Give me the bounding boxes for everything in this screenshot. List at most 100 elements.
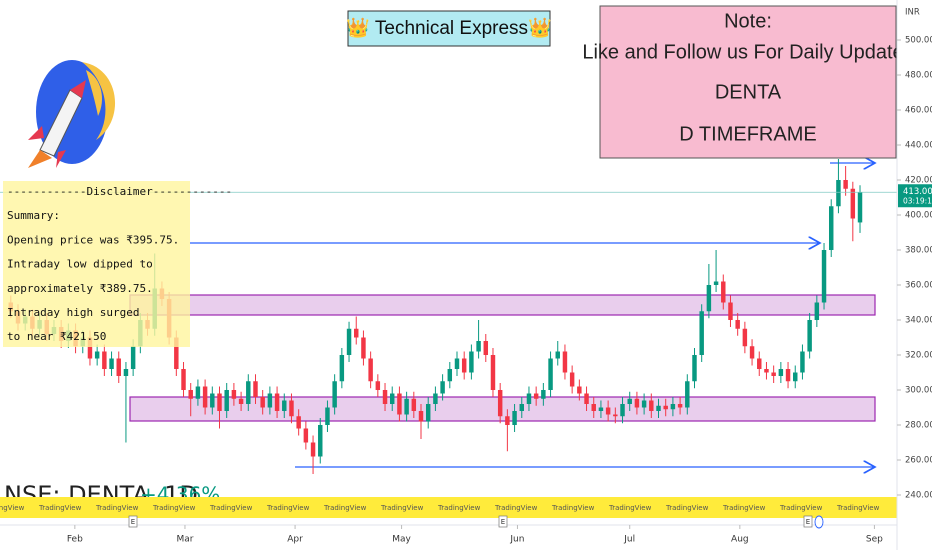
candle-body bbox=[598, 407, 604, 411]
candle-body bbox=[721, 281, 726, 303]
candle-body bbox=[447, 369, 453, 382]
candle-body bbox=[389, 393, 395, 404]
candle-body bbox=[533, 393, 539, 399]
x-tick-label: Jun bbox=[509, 535, 524, 545]
candle-body bbox=[130, 346, 136, 369]
event-box bbox=[803, 515, 813, 528]
y-tick-label: 500.00 bbox=[905, 36, 932, 46]
candle-body bbox=[670, 404, 676, 410]
candle-body bbox=[613, 414, 618, 417]
axis-labels: 240.00 260.00 280.00 300.00 320.00 340.00 360.… bbox=[67, 36, 932, 545]
candle-body bbox=[303, 428, 309, 443]
x-tick-label: Mar bbox=[176, 535, 193, 545]
candle-body bbox=[649, 400, 654, 411]
candle-body bbox=[828, 206, 834, 250]
candle-body bbox=[461, 358, 467, 373]
note-line: D TIMEFRAME bbox=[679, 123, 816, 145]
candle-body bbox=[490, 355, 496, 390]
candle-body bbox=[346, 328, 352, 355]
candle-body bbox=[605, 407, 611, 415]
y-tick-label: 380.00 bbox=[905, 246, 932, 256]
watermark-text: TradingView bbox=[38, 504, 82, 512]
candle-body bbox=[814, 302, 820, 320]
watermark-text: TradingView bbox=[779, 504, 823, 512]
candle-body bbox=[361, 337, 366, 359]
candle-body bbox=[627, 398, 632, 404]
event-box bbox=[128, 515, 138, 528]
candle-body bbox=[246, 381, 251, 404]
candle-body bbox=[728, 302, 733, 320]
candle-body bbox=[418, 411, 424, 422]
y-tick-label: 480.00 bbox=[905, 71, 932, 81]
candle-body bbox=[433, 393, 438, 404]
note-line: Like and Follow us For Daily Updates bbox=[582, 41, 913, 63]
candle-body bbox=[771, 372, 776, 376]
event-label: E bbox=[806, 518, 810, 526]
disclaimer-line: ------------Disclaimer------------ bbox=[7, 185, 232, 198]
candle-body bbox=[685, 381, 690, 408]
y-tick-label: 460.00 bbox=[905, 106, 932, 116]
candle-body bbox=[793, 372, 798, 382]
candle-body bbox=[289, 400, 294, 417]
candle-body bbox=[217, 393, 222, 411]
last-price-box bbox=[898, 184, 932, 208]
candle-body bbox=[102, 351, 107, 369]
candle-body bbox=[836, 180, 841, 207]
y-tick-label: 280.00 bbox=[905, 421, 932, 431]
watermark-text: TradingView bbox=[266, 504, 310, 512]
candle-body bbox=[512, 411, 517, 425]
candle-body bbox=[785, 369, 791, 382]
candle-body bbox=[577, 386, 582, 394]
watermark: TradingView TradingView TradingView Trading… bbox=[0, 504, 880, 512]
candle-body bbox=[224, 390, 229, 411]
candle-body bbox=[591, 404, 596, 411]
note-line: Note: bbox=[724, 10, 772, 32]
candle-body bbox=[181, 369, 186, 390]
watermark-text: TradingView bbox=[551, 504, 595, 512]
candle-body bbox=[195, 386, 201, 399]
candle-body bbox=[109, 358, 114, 369]
candle-body bbox=[821, 250, 827, 303]
y-tick-label: 260.00 bbox=[905, 456, 932, 466]
y-tick-label: 320.00 bbox=[905, 351, 932, 361]
candle-body bbox=[778, 369, 784, 376]
candle-body bbox=[296, 416, 301, 429]
candle-body bbox=[411, 398, 417, 411]
candle-body bbox=[764, 369, 769, 373]
candle-body bbox=[519, 404, 524, 411]
note-box bbox=[599, 5, 897, 159]
event-label: E bbox=[501, 518, 505, 526]
support-zone bbox=[129, 396, 876, 422]
candle-body bbox=[202, 386, 208, 408]
banner-box bbox=[347, 10, 551, 47]
disclaimer-line: approximately ₹389.75. bbox=[7, 282, 153, 295]
candle-body bbox=[663, 405, 668, 410]
candle-body bbox=[440, 381, 445, 394]
candle-body bbox=[706, 285, 712, 312]
event-marker bbox=[814, 515, 824, 529]
candle-body bbox=[325, 407, 330, 425]
watermark-text: TradingView bbox=[722, 504, 766, 512]
watermark-text: TradingView bbox=[494, 504, 538, 512]
note-line: DENTA bbox=[715, 81, 782, 103]
candle-body bbox=[116, 358, 121, 376]
candle-body bbox=[541, 390, 546, 399]
candle-body bbox=[260, 397, 265, 408]
y-tick-label: 340.00 bbox=[905, 316, 932, 326]
disclaimer-line: Intraday low dipped to bbox=[7, 258, 153, 271]
candle-body bbox=[274, 393, 280, 411]
candle-body bbox=[310, 442, 316, 457]
x-tick-label: Jul bbox=[623, 535, 635, 545]
watermark-text: TradingView bbox=[836, 504, 880, 512]
watermark-text: TradingView bbox=[323, 504, 367, 512]
candle-body bbox=[94, 351, 100, 359]
price-axis bbox=[897, 0, 932, 550]
disclaimer-line: Opening price was ₹395.75. bbox=[7, 233, 179, 246]
countdown: 03:19:19 bbox=[903, 196, 932, 205]
banner: 👑 Technical Express👑 bbox=[346, 17, 551, 39]
candle-body bbox=[469, 351, 474, 373]
candle-body bbox=[699, 311, 704, 355]
watermark-text: TradingView bbox=[437, 504, 481, 512]
candle-body bbox=[677, 404, 683, 408]
resistance-zone bbox=[129, 294, 876, 316]
